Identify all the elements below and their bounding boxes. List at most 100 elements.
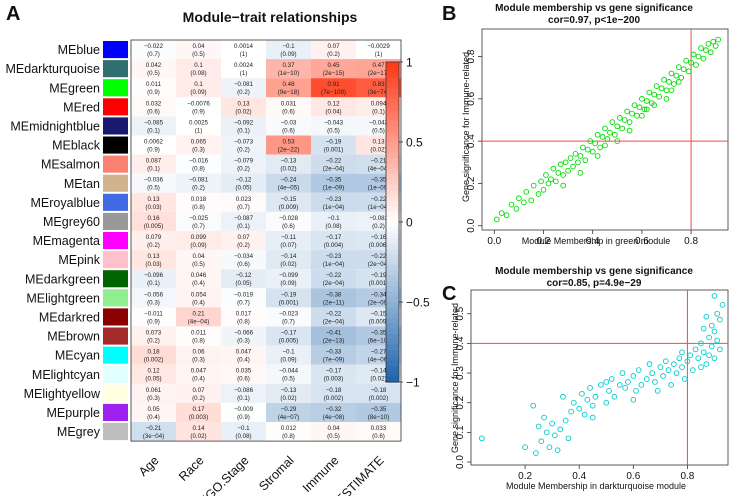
heatmap-cell — [311, 231, 356, 251]
scatter-b-point — [562, 159, 569, 166]
heatmap-cell — [266, 307, 311, 327]
cell-correlation: −0.1 — [327, 215, 340, 222]
heatmap-cell — [131, 250, 176, 270]
cell-correlation: 0.05 — [147, 406, 160, 413]
scatter-b-point — [594, 153, 601, 159]
module-label: MElightgreen — [26, 291, 100, 305]
scatter-b-ytick-label: 0.0 — [466, 218, 477, 232]
scatter-b-point — [631, 102, 638, 109]
colorbar-segment — [386, 302, 399, 308]
heatmap-cell — [131, 97, 176, 117]
scatter-b-point — [535, 191, 542, 197]
cell-correlation: −0.16 — [371, 234, 387, 241]
heatmap-cell — [221, 40, 266, 60]
colorbar-segment — [386, 152, 399, 159]
cell-correlation: 0.13 — [372, 139, 385, 146]
module-label: MEgrey — [57, 425, 101, 439]
scatter-b-point — [661, 76, 667, 83]
cell-pvalue: (0.02) — [370, 376, 386, 383]
scatter-b-point — [565, 167, 571, 174]
cell-pvalue: (9e−18) — [278, 89, 300, 96]
cell-correlation: −0.15 — [281, 196, 297, 203]
scatter-b-point — [616, 115, 623, 121]
colorbar-segment — [386, 366, 399, 372]
cell-pvalue: (4e−04) — [368, 166, 390, 173]
colorbar-segment — [386, 254, 399, 260]
scatter-c-point — [676, 355, 683, 362]
cell-pvalue: (0.1) — [237, 127, 250, 134]
scatter-b-ytick-label: 0.4 — [466, 134, 477, 148]
heatmap-cell — [311, 364, 356, 384]
cell-pvalue: (0.09) — [280, 357, 296, 364]
scatter-b-point — [516, 195, 522, 202]
scatter-b-point — [611, 131, 618, 138]
cell-correlation: −0.22 — [326, 272, 342, 279]
heatmap-cell — [266, 173, 311, 193]
cell-pvalue: (6e−10) — [368, 338, 390, 345]
cell-correlation: 0.17 — [192, 406, 205, 413]
cell-correlation: 0.018 — [191, 196, 207, 203]
cell-pvalue: (0.3) — [237, 338, 250, 345]
heatmap-cell — [266, 116, 311, 136]
heatmap-cell — [311, 250, 356, 270]
colorbar-segment — [386, 312, 399, 319]
scatter-b-point — [688, 60, 694, 66]
cell-pvalue: (0.1) — [147, 127, 160, 134]
heatmap-cell — [311, 78, 356, 98]
scatter-c-point — [552, 432, 558, 439]
cell-pvalue: (2e−09) — [368, 299, 390, 306]
scatter-c-point — [584, 396, 591, 403]
heatmap-cell — [176, 364, 221, 384]
colorbar-segment — [386, 110, 399, 116]
heatmap-cell — [221, 173, 266, 193]
scatter-b-point — [710, 38, 717, 45]
cell-pvalue: (4e−05) — [278, 185, 300, 192]
scatter-b-point — [646, 89, 653, 96]
cell-correlation: 0.37 — [282, 62, 295, 69]
scatter-b-point — [614, 138, 621, 144]
scatter-c-frame — [470, 289, 729, 466]
cell-pvalue: (0.8) — [192, 338, 205, 345]
scatter-b-point — [624, 108, 630, 115]
colorbar-segment — [386, 142, 399, 148]
cell-pvalue: (0.9) — [147, 89, 160, 96]
cell-correlation: 0.047 — [236, 349, 252, 356]
colorbar-segment — [386, 67, 399, 74]
cell-pvalue: (0.002) — [324, 395, 344, 402]
cell-pvalue: (0.1) — [147, 166, 160, 173]
module-label: MElightyellow — [24, 387, 101, 401]
scatter-b-point — [651, 102, 658, 109]
heatmap-cell — [266, 40, 311, 60]
scatter-c-point — [478, 435, 485, 442]
module-swatch — [103, 270, 128, 288]
heatmap-cell — [131, 422, 176, 442]
cell-correlation: −0.12 — [236, 177, 252, 184]
scatter-b-point — [653, 83, 660, 89]
cell-correlation: 0.042 — [146, 62, 162, 69]
trait-label: Immune — [300, 453, 342, 495]
scatter-b-point — [548, 176, 554, 183]
cell-pvalue: (7e−109) — [321, 89, 346, 96]
cell-correlation: 0.1 — [194, 62, 203, 69]
cell-correlation: −0.19 — [326, 139, 342, 146]
scatter-c-xtick-label: 0.4 — [572, 471, 586, 482]
scatter-b-point — [503, 212, 510, 219]
scatter-c-point — [589, 402, 596, 409]
cell-correlation: −0.18 — [371, 387, 387, 394]
scatter-c-point — [535, 423, 542, 430]
cell-correlation: 0.017 — [236, 310, 252, 317]
scatter-c-point — [692, 346, 699, 353]
cell-correlation: −0.14 — [371, 368, 387, 375]
scatter-c-point — [581, 411, 588, 418]
scatter-b-point — [698, 45, 704, 51]
colorbar-segment — [386, 200, 399, 207]
scatter-c-xtick-label: 0.2 — [518, 471, 532, 482]
colorbar-segment — [386, 232, 399, 239]
scatter-c-point — [684, 358, 691, 365]
cell-correlation: 0.04 — [327, 425, 340, 432]
colorbar-segment — [386, 280, 399, 287]
scatter-c-point — [717, 346, 723, 353]
scatter-b-ytick-label: 0.8 — [466, 49, 477, 63]
colorbar-segment — [386, 222, 399, 228]
heatmap-cell — [176, 78, 221, 98]
